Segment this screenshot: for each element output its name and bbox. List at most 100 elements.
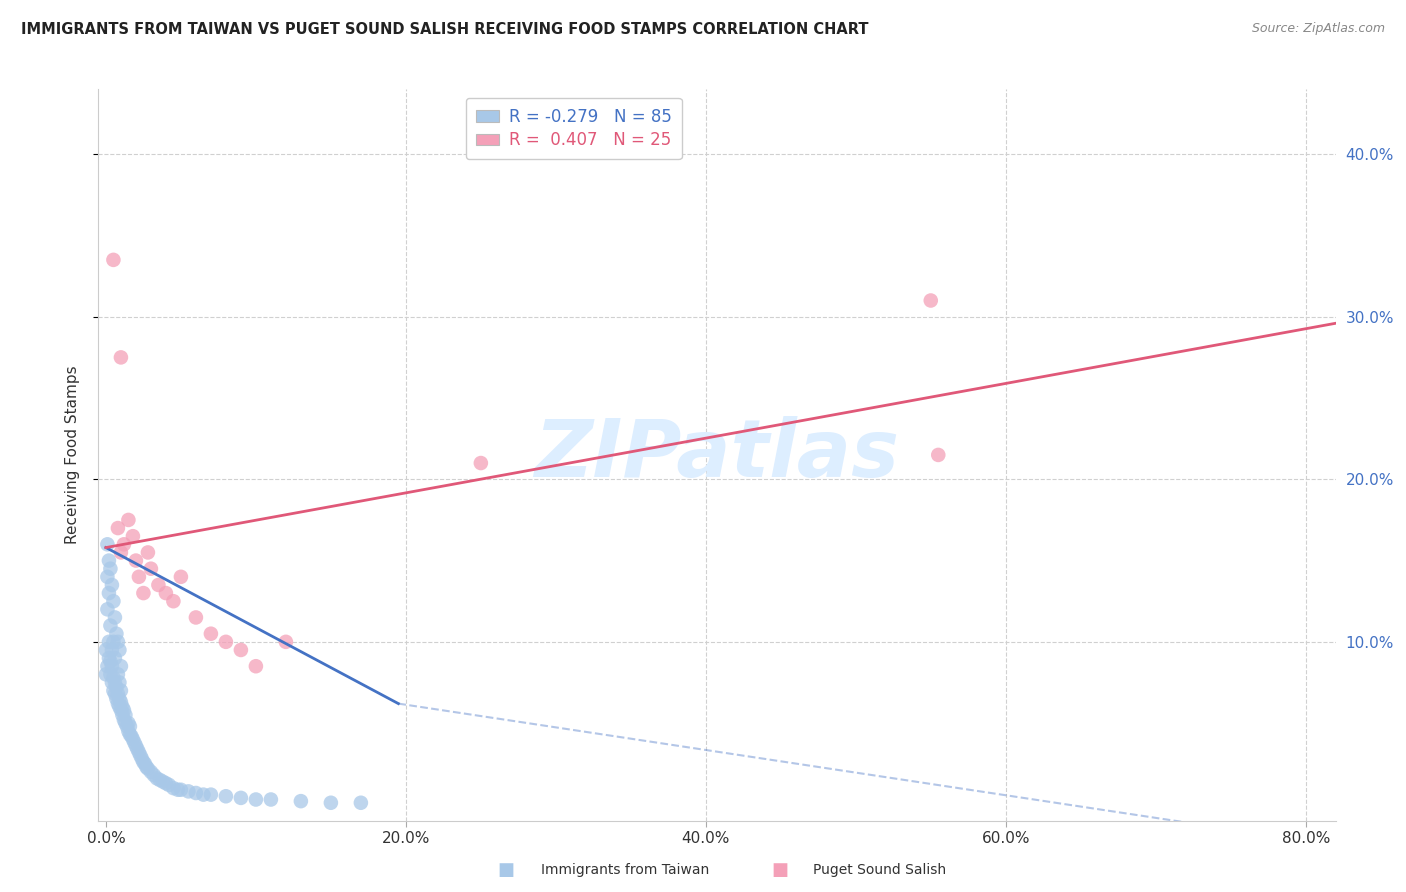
Point [927,448,949,462]
Point [131,752,153,766]
Y-axis label: Receiving Food Stamps: Receiving Food Stamps [65,366,80,544]
Point [96,570,118,584]
Point [120,729,142,743]
Point [107,667,129,681]
Point [134,756,156,771]
Point [105,626,128,640]
Point [115,719,138,733]
Text: ■: ■ [498,861,515,879]
Point [118,719,141,733]
Point [108,691,131,706]
Point [104,651,127,665]
Point [245,659,267,673]
Point [148,578,170,592]
Point [110,351,132,365]
Point [110,659,132,673]
Point [97,635,120,649]
Point [215,789,238,804]
Point [100,654,122,668]
Point [111,699,134,714]
Text: ZIPatlas: ZIPatlas [534,416,900,494]
Point [167,782,190,797]
Point [162,781,184,796]
Point [290,794,312,808]
Point [111,708,134,723]
Point [107,635,129,649]
Point [245,792,267,806]
Point [96,602,118,616]
Point [101,675,124,690]
Point [129,748,152,763]
Point [127,742,149,756]
Point [112,703,135,717]
Point [152,774,174,789]
Point [350,796,373,810]
Point [170,570,193,584]
Point [94,643,117,657]
Point [229,790,252,805]
Point [132,755,155,769]
Point [146,772,169,786]
Point [103,594,125,608]
Text: Puget Sound Salish: Puget Sound Salish [813,863,946,877]
Point [110,703,132,717]
Text: ■: ■ [772,861,789,879]
Point [97,651,120,665]
Point [110,545,132,559]
Point [103,252,125,267]
Point [157,778,180,792]
Point [108,699,131,714]
Point [105,691,128,706]
Point [97,586,120,600]
Point [124,736,146,750]
Point [101,578,124,592]
Point [122,529,145,543]
Point [101,659,124,673]
Point [104,610,127,624]
Point [117,716,139,731]
Point [101,643,124,657]
Text: Immigrants from Taiwan: Immigrants from Taiwan [541,863,710,877]
Point [155,586,177,600]
Point [142,768,165,782]
Point [107,687,129,701]
Point [110,683,132,698]
Point [260,792,283,806]
Point [112,537,135,551]
Point [132,586,155,600]
Point [136,545,159,559]
Point [274,635,297,649]
Point [122,732,145,747]
Point [162,594,184,608]
Point [920,293,942,308]
Point [108,643,131,657]
Point [125,739,148,753]
Point [200,626,222,640]
Point [103,683,125,698]
Point [110,695,132,709]
Point [94,667,117,681]
Point [117,724,139,739]
Point [170,782,193,797]
Point [114,708,136,723]
Point [118,727,141,741]
Point [105,681,128,695]
Point [136,762,159,776]
Point [103,635,125,649]
Text: Source: ZipAtlas.com: Source: ZipAtlas.com [1251,22,1385,36]
Text: IMMIGRANTS FROM TAIWAN VS PUGET SOUND SALISH RECEIVING FOOD STAMPS CORRELATION C: IMMIGRANTS FROM TAIWAN VS PUGET SOUND SA… [21,22,869,37]
Point [107,521,129,535]
Point [229,643,252,657]
Point [100,618,122,632]
Point [215,635,238,649]
Point [155,776,177,790]
Point [149,772,172,787]
Point [470,456,492,470]
Point [139,764,162,779]
Point [135,760,157,774]
Point [117,513,139,527]
Point [139,562,162,576]
Point [96,537,118,551]
Point [125,553,148,567]
Point [97,553,120,567]
